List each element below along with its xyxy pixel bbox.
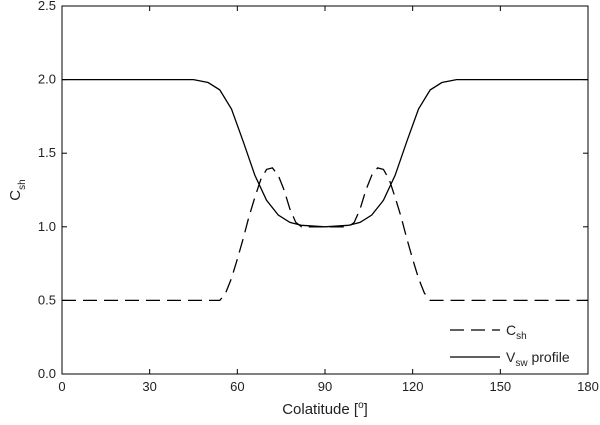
y-tick-label: 0.5	[38, 292, 56, 307]
series-line	[62, 167, 588, 302]
legend-name: V	[506, 349, 516, 365]
series-line	[62, 78, 588, 228]
x-axis-label: Colatitude [o]	[282, 400, 368, 418]
x-tick-label: 90	[318, 379, 332, 394]
legend-name-sub: sh	[516, 331, 527, 342]
plot-frame	[61, 5, 589, 375]
x-label-sup: o	[358, 400, 364, 411]
legend-name: C	[506, 322, 516, 338]
x-tick-label: 60	[230, 379, 244, 394]
y-label-base: C	[7, 190, 24, 201]
x-label-base: Colatitude [	[282, 401, 359, 418]
x-tick-label: 30	[142, 379, 156, 394]
x-tick-label: 180	[577, 379, 599, 394]
y-tick-label: 1.5	[38, 145, 56, 160]
legend-name-sub: sw	[515, 358, 528, 369]
x-tick-label: 150	[489, 379, 511, 394]
y-tick-label: 2.5	[38, 0, 56, 13]
x-tick-label: 0	[58, 379, 65, 394]
x-tick-label: 120	[402, 379, 424, 394]
y-tick-label: 0.0	[38, 366, 56, 381]
legend-label: Vsw profile	[506, 349, 570, 369]
y-tick-label: 1.0	[38, 219, 56, 234]
legend-label: Csh	[506, 322, 527, 342]
x-label-end: ]	[364, 401, 368, 418]
y-axis-label: Csh	[7, 179, 28, 200]
y-tick-label: 2.0	[38, 72, 56, 87]
legend-name-rest: profile	[528, 349, 570, 365]
y-label-sub: sh	[17, 179, 28, 190]
